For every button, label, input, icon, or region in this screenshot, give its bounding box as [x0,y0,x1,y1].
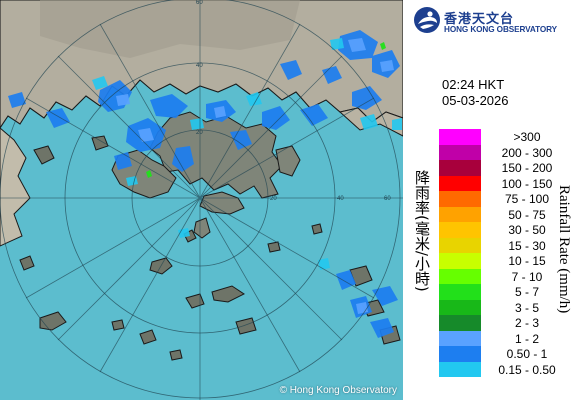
legend-title-english: Rainfall Rate (mm/h) [556,185,572,314]
legend-label: 200 - 300 [501,145,553,160]
mainland-inland-shade [40,0,300,58]
legend-row: 3 - 5 [439,299,573,315]
ring-label-east-40: 40 [337,196,344,202]
legend-row: 200 - 300 [439,144,573,160]
legend-row: 15 - 30 [439,237,573,253]
logo-name-chinese: 香港天文台 [444,12,515,27]
legend-label: 100 - 150 [501,176,553,191]
ring-label-north-20: 20 [196,130,203,136]
legend-color-swatch [439,206,481,222]
legend-color-swatch [439,268,481,284]
legend-label: 50 - 75 [508,207,546,222]
legend-color-swatch [439,237,481,253]
legend-color-swatch [439,222,481,238]
observation-time: 02:24 HKT [442,77,505,92]
legend-row: 0.50 - 1 [439,346,573,362]
legend-label: 7 - 10 [511,269,543,284]
legend-row: 5 - 7 [439,284,573,300]
legend-row: 2 - 3 [439,315,573,331]
info-panel: 香港天文台 HONG KONG OBSERVATORY 02:24 HKT 05… [403,0,577,400]
legend-label: 30 - 50 [508,223,546,237]
range-radials [0,0,403,400]
legend-label: 150 - 200 [501,161,553,175]
legend-color-swatch [439,175,481,191]
legend-label: 75 - 100 [504,192,550,206]
legend-row: 30 - 50 [439,222,573,238]
legend-color-swatch [439,144,481,160]
ring-label-east-60: 60 [384,196,391,202]
outlying-islands [19,135,401,361]
legend-label: 3 - 5 [514,300,539,315]
legend-label: 15 - 30 [508,238,546,253]
radar-map[interactable]: 20 40 60 20 40 60 © Hong Kong Observator… [0,0,403,400]
legend-color-swatch [439,129,481,145]
legend-row: >300 [439,129,573,145]
legend-row: 75 - 100 [439,191,573,207]
legend-row: 10 - 15 [439,253,573,269]
legend-label: 0.50 - 1 [506,347,548,361]
legend-title-chinese: 降雨率(毫米/小時) [413,170,431,292]
legend-color-swatch [439,315,481,331]
legend-label: 2 - 3 [514,316,539,330]
legend-color-swatch [439,284,481,300]
legend-color-swatch [439,346,481,362]
lamma-island [193,217,211,239]
legend-row: 150 - 200 [439,160,573,176]
observation-date: 05-03-2026 [442,93,509,108]
legend-row: 100 - 150 [439,175,573,191]
logo-name-english: HONG KONG OBSERVATORY [444,25,557,34]
legend-color-swatch [439,253,481,269]
ring-label-north-60: 60 [196,0,203,6]
legend-color-swatch [439,361,481,377]
legend-row: 0.15 - 0.50 [439,361,573,377]
legend-color-swatch [439,330,481,346]
legend-label: 5 - 7 [514,285,539,299]
legend-color-swatch [439,299,481,315]
radar-map-svg: 20 40 60 20 40 60 [0,0,403,400]
hko-logo[interactable]: 香港天文台 HONG KONG OBSERVATORY [413,6,573,40]
legend-row: 1 - 2 [439,330,573,346]
legend-color-swatch [439,191,481,207]
ring-label-east-20: 20 [270,196,277,202]
map-copyright: © Hong Kong Observatory [279,385,397,396]
rainfall-legend: >300 200 - 300 150 - 200 100 - 150 75 - 100 5… [439,129,573,377]
legend-label: 1 - 2 [514,331,539,346]
legend-row: 50 - 75 [439,206,573,222]
ring-label-north-40: 40 [196,63,203,69]
legend-label: >300 [513,130,541,144]
legend-color-swatch [439,160,481,176]
legend-label: 10 - 15 [508,254,546,268]
ring-labels: 20 40 60 20 40 60 [196,0,391,202]
legend-row: 7 - 10 [439,268,573,284]
hko-emblem-icon [414,7,440,33]
legend-label: 0.15 - 0.50 [498,362,556,377]
